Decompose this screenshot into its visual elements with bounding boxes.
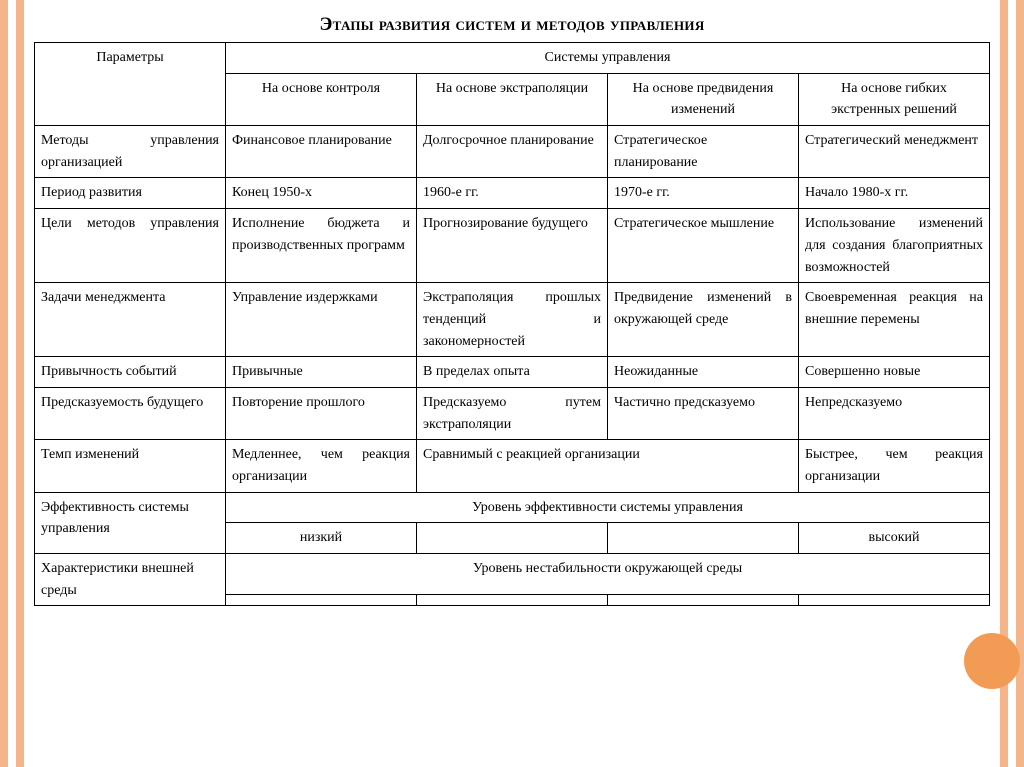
cell: Своевременная реакция на внешние перемен… [799, 283, 990, 357]
cell: Стратегическое планирование [608, 126, 799, 178]
row-label: Методы управления организацией [35, 126, 226, 178]
cell: Экстраполяция прошлых тенденций и законо… [417, 283, 608, 357]
table-row-effectiveness-title: Эффективность системы управления Уровень… [35, 492, 990, 523]
cell: Прогнозирование будущего [417, 209, 608, 283]
table-row: Задачи менеджмента Управление издержками… [35, 283, 990, 357]
cell: Неожиданные [608, 357, 799, 388]
cell: В пределах опыта [417, 357, 608, 388]
cell: Использование изменений для создания бла… [799, 209, 990, 283]
cell: 1960-е гг. [417, 178, 608, 209]
th-sub-0: На основе контроля [226, 73, 417, 125]
table-row: Период развития Конец 1950-х 1960-е гг. … [35, 178, 990, 209]
cell: Начало 1980-х гг. [799, 178, 990, 209]
cell: Частично предсказуемо [608, 387, 799, 439]
cell: Медленнее, чем реакция организации [226, 440, 417, 492]
th-sub-3: На основе гибких экстренных решений [799, 73, 990, 125]
scale-cell [608, 594, 799, 606]
row-label: Период развития [35, 178, 226, 209]
table-row-tempo: Темп изменений Медленнее, чем реакция ор… [35, 440, 990, 492]
cell: Быстрее, чем реакция организации [799, 440, 990, 492]
cell-merged: Сравнимый с реакцией организации [417, 440, 799, 492]
table-row: Привычность событий Привычные В пределах… [35, 357, 990, 388]
row-label: Темп изменений [35, 440, 226, 492]
scale-cell [226, 594, 417, 606]
row-label: Предсказуемость будущего [35, 387, 226, 439]
th-sub-2: На основе предвидения изменений [608, 73, 799, 125]
page-content: Этапы развития систем и методов управлен… [32, 0, 992, 767]
row-label: Задачи менеджмента [35, 283, 226, 357]
cell: Стратегический менеджмент [799, 126, 990, 178]
scale-low: низкий [226, 523, 417, 554]
scale-empty [608, 523, 799, 554]
row-label: Характеристики внешней среды [35, 554, 226, 606]
table-row: Цели методов управления Исполнение бюдже… [35, 209, 990, 283]
scale-cell [417, 594, 608, 606]
cell: Конец 1950-х [226, 178, 417, 209]
cell: Привычные [226, 357, 417, 388]
effectiveness-heading: Уровень эффективности системы управления [226, 492, 990, 523]
cell: Предвидение изменений в окружающей среде [608, 283, 799, 357]
accent-circle-icon [964, 633, 1020, 689]
cell: Исполнение бюджета и производственных пр… [226, 209, 417, 283]
cell: Финансовое планирование [226, 126, 417, 178]
cell: Совершенно новые [799, 357, 990, 388]
row-label: Эффективность системы управления [35, 492, 226, 553]
cell: Стратегическое мышление [608, 209, 799, 283]
page-title: Этапы развития систем и методов управлен… [34, 14, 990, 36]
th-sub-1: На основе экстраполяции [417, 73, 608, 125]
instability-heading: Уровень нестабильности окружающей среды [226, 554, 990, 594]
cell: 1970-е гг. [608, 178, 799, 209]
cell: Повторение прошлого [226, 387, 417, 439]
table-row: Методы управления организацией Финансово… [35, 126, 990, 178]
left-decor [0, 0, 28, 767]
table-row-instability-title: Характеристики внешней среды Уровень нес… [35, 554, 990, 594]
table-row: Предсказуемость будущего Повторение прош… [35, 387, 990, 439]
cell: Непредсказуемо [799, 387, 990, 439]
th-systems-group: Системы управления [226, 43, 990, 74]
row-label: Цели методов управления [35, 209, 226, 283]
cell: Управление издержками [226, 283, 417, 357]
cell: Долгосрочное планирование [417, 126, 608, 178]
cell: Предсказуемо путем экстраполяции [417, 387, 608, 439]
row-label: Привычность событий [35, 357, 226, 388]
scale-high: высокий [799, 523, 990, 554]
table-header-row-1: Параметры Системы управления [35, 43, 990, 74]
systems-table: Параметры Системы управления На основе к… [34, 42, 990, 606]
th-parameters: Параметры [35, 43, 226, 126]
scale-empty [417, 523, 608, 554]
scale-cell [799, 594, 990, 606]
